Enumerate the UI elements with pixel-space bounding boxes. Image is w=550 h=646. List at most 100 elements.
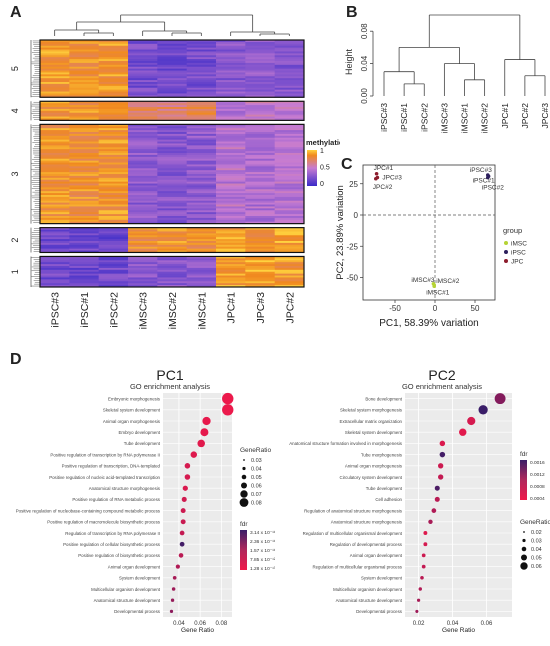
heatmap-cell xyxy=(216,206,246,209)
heatmap-cell xyxy=(186,132,217,135)
go-term-label: System development xyxy=(361,576,403,581)
heatmap-cell xyxy=(157,285,188,288)
heatmap-cell xyxy=(216,41,246,45)
heatmap-cell xyxy=(245,175,276,179)
size-legend-label: 0.03 xyxy=(251,458,262,464)
heatmap-cell xyxy=(128,183,158,186)
heatmap-cell xyxy=(157,59,188,62)
heatmap-cell xyxy=(245,229,276,232)
heatmap-cell xyxy=(98,168,129,171)
heatmap-cell xyxy=(274,114,305,117)
heatmap-cell xyxy=(98,214,129,217)
color-legend-label: 2.36 x 10⁻¹¹ xyxy=(250,539,275,545)
heatmap-cell xyxy=(40,116,70,119)
heatmap-cell xyxy=(69,141,100,144)
heatmap-cell xyxy=(274,193,305,196)
heatmap-cell xyxy=(157,200,188,204)
heatmap-cell xyxy=(98,55,129,58)
heatmap-cell xyxy=(98,195,129,198)
heatmap-cell xyxy=(274,231,305,234)
heatmap-cell xyxy=(98,181,129,184)
pca-point-label: JPC#1 xyxy=(374,165,394,172)
heatmap-cell xyxy=(245,191,276,194)
heatmap-cell xyxy=(245,41,276,45)
heatmap-cell xyxy=(98,239,129,242)
heatmap-cell xyxy=(128,93,158,96)
heatmap-cell xyxy=(40,175,70,179)
color-legend-label: 7.85 x 10⁻¹² xyxy=(250,557,275,563)
pca-point-label: iPSC#1 xyxy=(473,177,495,184)
heatmap-cell xyxy=(98,177,129,181)
heatmap-cell xyxy=(245,269,276,273)
heatmap-cell xyxy=(157,114,188,117)
heatmap-cell xyxy=(216,181,246,184)
heatmap-cell xyxy=(274,264,305,267)
heatmap-cell xyxy=(186,174,217,177)
heatmap-cell xyxy=(274,156,305,160)
heatmap-cell xyxy=(216,172,246,175)
heatmap-cell xyxy=(40,57,70,60)
heatmap-cell xyxy=(157,237,188,240)
heatmap-cell xyxy=(245,147,276,150)
heatmap-cell xyxy=(216,118,246,121)
heatmap-cell xyxy=(245,267,276,271)
heatmap-cell xyxy=(186,101,217,104)
heatmap-cell xyxy=(274,53,305,56)
heatmap-cell xyxy=(69,149,100,152)
heatmap-cell xyxy=(69,246,100,250)
heatmap-cell xyxy=(157,124,188,127)
heatmap-cell xyxy=(216,269,246,273)
heatmap-cell xyxy=(128,126,158,129)
heatmap-cell xyxy=(128,204,158,207)
heatmap-cell xyxy=(98,206,129,209)
heatmap-cell xyxy=(274,210,305,213)
heatmap-cell xyxy=(274,164,305,167)
heatmap-cell xyxy=(216,112,246,116)
heatmap-cell xyxy=(98,216,129,219)
heatmap-cell xyxy=(40,55,70,58)
heatmap-cell xyxy=(216,143,246,146)
legend-tick: 1 xyxy=(320,148,324,155)
heatmap-cell xyxy=(216,66,246,70)
y-tick-label: 25 xyxy=(349,180,358,189)
heatmap-cell xyxy=(69,143,100,146)
heatmap-cell xyxy=(69,181,100,184)
heatmap-cell xyxy=(69,242,100,246)
heatmap-cell xyxy=(69,135,100,139)
heatmap-cell xyxy=(157,72,188,75)
color-legend-label: 0.0004 xyxy=(530,496,545,502)
heatmap-cell xyxy=(40,195,70,198)
heatmap-cell xyxy=(157,162,188,165)
heatmap-cell xyxy=(245,162,276,165)
heatmap-cell xyxy=(98,114,129,117)
heatmap-cell xyxy=(245,208,276,211)
heatmap-cell xyxy=(216,103,246,106)
heatmap-cell xyxy=(245,237,276,240)
heatmap-cell xyxy=(216,235,246,238)
go-term-dot xyxy=(222,404,234,416)
heatmap-cell xyxy=(245,233,276,236)
heatmap-cell xyxy=(186,227,217,230)
go-term-label: Positive regulation of nucleobase-contai… xyxy=(16,508,161,513)
heatmap-cell xyxy=(128,172,158,175)
x-tick-label: -50 xyxy=(389,304,401,313)
heatmap-cell xyxy=(128,217,158,221)
heatmap-cell xyxy=(245,214,276,217)
heatmap-cell xyxy=(186,200,217,204)
heatmap-cell xyxy=(40,78,70,81)
heatmap-cell xyxy=(245,62,276,66)
heatmap-cell xyxy=(216,271,246,275)
pca-point xyxy=(432,284,436,289)
heatmap-cell xyxy=(98,153,129,156)
heatmap-cell xyxy=(274,89,305,92)
heatmap-cell xyxy=(69,193,100,196)
heatmap-cell xyxy=(40,59,70,62)
heatmap-cell xyxy=(216,281,246,284)
heatmap-cell xyxy=(98,141,129,144)
heatmap-cell xyxy=(69,273,100,276)
heatmap-cell xyxy=(98,189,129,192)
heatmap-cell xyxy=(245,179,276,183)
heatmap-cell xyxy=(128,168,158,171)
heatmap-cell xyxy=(128,68,158,71)
heatmap-cell xyxy=(245,258,276,261)
